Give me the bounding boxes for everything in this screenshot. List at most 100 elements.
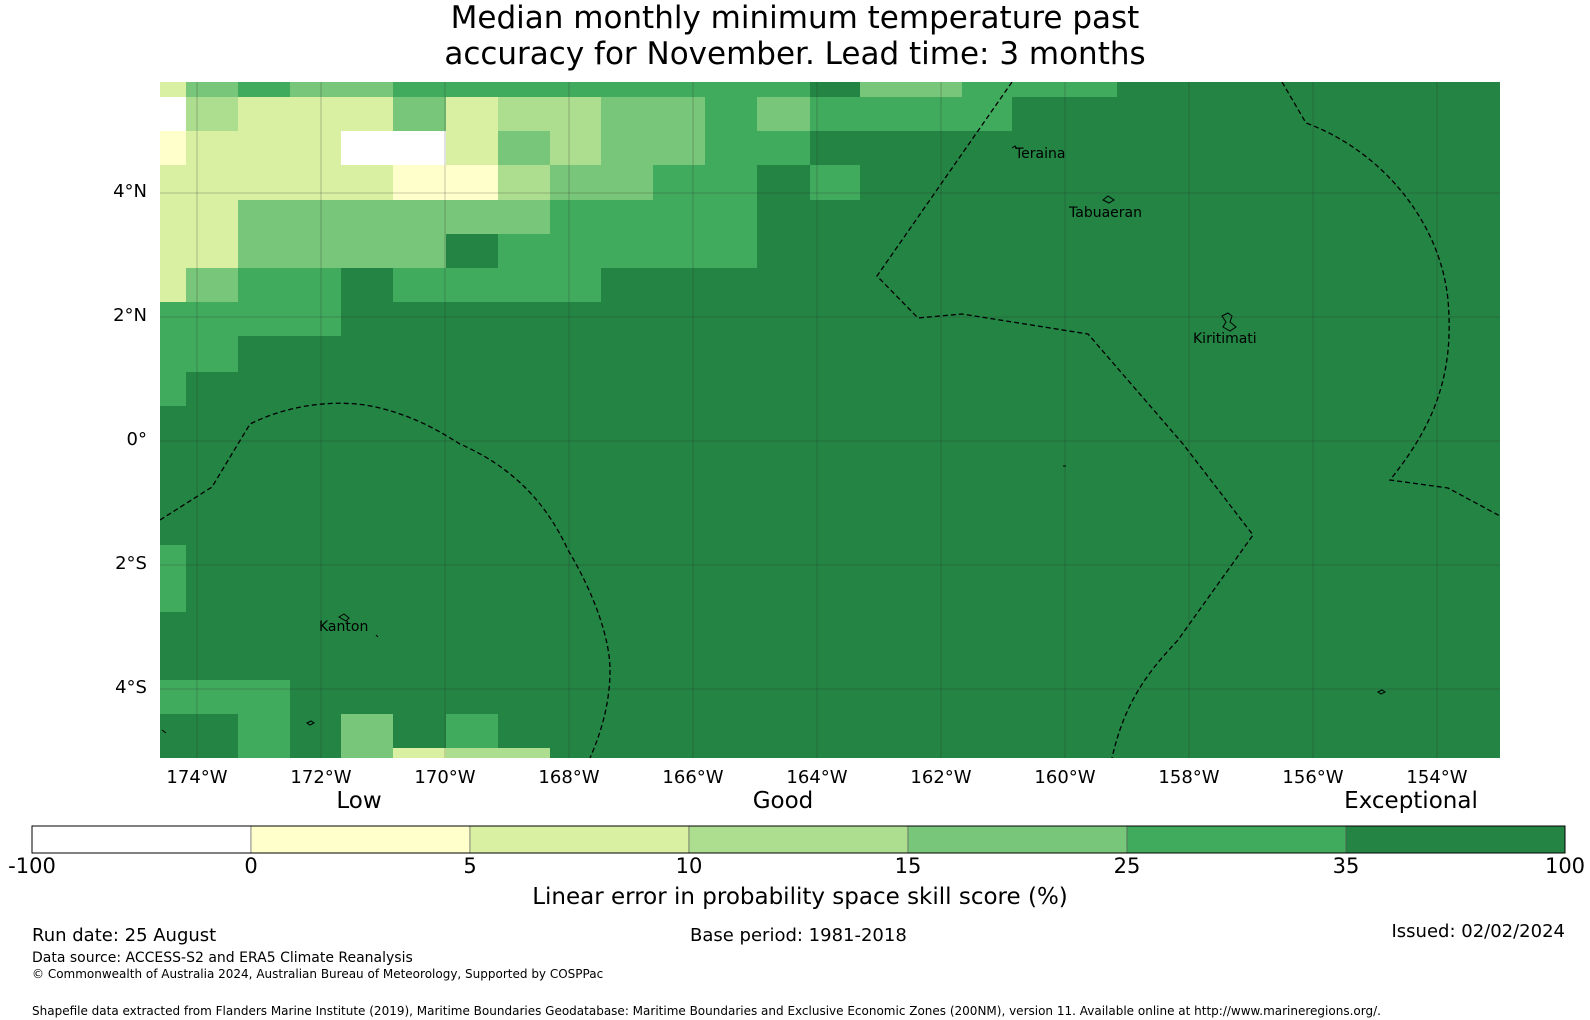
colorbar-swatch — [688, 825, 909, 854]
colorbar-swatches — [31, 825, 1566, 854]
skill-cell — [393, 748, 446, 758]
skill-cell — [160, 268, 186, 302]
longitude-tick-label: 162°W — [910, 767, 972, 788]
skill-cell — [705, 97, 757, 131]
place-label-kiritimati: Kiritimati — [1193, 331, 1257, 347]
colorbar-swatch — [469, 825, 690, 854]
skill-cell — [498, 97, 601, 131]
place-label-kanton: Kanton — [319, 619, 369, 635]
skill-cell — [186, 268, 238, 302]
skill-cell — [160, 131, 186, 165]
skill-cell — [653, 165, 757, 200]
colorbar-category-label: Good — [752, 788, 814, 814]
copyright: © Commonwealth of Australia 2024, Austra… — [32, 967, 604, 981]
longitude-tick-label: 154°W — [1406, 767, 1468, 788]
latitude-tick-label: 4°N — [113, 181, 147, 202]
latitude-tick-label: 0° — [126, 429, 147, 450]
island-outlines — [161, 145, 1386, 734]
longitude-tick-label: 166°W — [662, 767, 724, 788]
shapefile-credit: Shapefile data extracted from Flanders M… — [32, 1004, 1381, 1018]
skill-cell — [860, 82, 962, 97]
skill-cell — [550, 131, 601, 165]
longitude-tick-label: 160°W — [1034, 767, 1096, 788]
colorbar-boundary-label: 25 — [1113, 854, 1141, 878]
skill-cell — [290, 82, 393, 97]
longitude-tick-label: 164°W — [786, 767, 848, 788]
latitude-tick-label: 2°N — [113, 305, 147, 326]
island-small-1 — [306, 720, 315, 726]
skill-cell — [393, 82, 601, 97]
place-label-tabuaeran: Tabuaeran — [1069, 205, 1142, 221]
colorbar-swatch — [31, 825, 252, 854]
skill-cell — [550, 200, 757, 234]
skill-cell — [601, 82, 810, 97]
colorbar-boundary-label: 100 — [1544, 854, 1586, 878]
colorbar-swatch — [907, 825, 1128, 854]
island-kiritimati — [1221, 312, 1237, 332]
skill-cell — [160, 165, 393, 200]
skill-cell — [341, 131, 446, 165]
skill-cell — [705, 131, 810, 165]
skill-cell — [238, 97, 393, 131]
skill-cell — [393, 268, 601, 302]
eez-boundary-line-islands-west — [876, 82, 1254, 758]
skill-cell — [160, 82, 186, 97]
colorbar-boundary-label: 5 — [463, 854, 477, 878]
map-title-line-1: Median monthly minimum temperature past — [450, 0, 1140, 36]
run-date: Run date: 25 August — [32, 925, 217, 946]
skill-cell — [601, 97, 705, 131]
island-tabuaeran — [1102, 195, 1115, 204]
skill-cell — [160, 545, 186, 612]
skill-cell — [550, 165, 653, 200]
skill-cells — [160, 82, 1117, 758]
skill-cell — [341, 714, 393, 758]
colorbar-category-label: Exceptional — [1344, 788, 1478, 814]
colorbar-boundary-label: -100 — [8, 854, 56, 878]
skill-cell — [393, 165, 498, 200]
skill-cell — [446, 131, 498, 165]
skill-cell — [446, 748, 550, 758]
latitude-tick-label: 2°S — [115, 553, 147, 574]
skill-cell — [810, 165, 860, 200]
skill-cell — [238, 82, 290, 97]
skill-cell — [446, 97, 498, 131]
island-teraina — [1011, 145, 1018, 150]
colorbar-category-label: Low — [336, 788, 382, 814]
skill-cell — [810, 82, 860, 97]
map-gridlines — [160, 82, 1500, 758]
data-source: Data source: ACCESS-S2 and ERA5 Climate … — [32, 950, 413, 966]
base-period: Base period: 1981-2018 — [690, 925, 907, 946]
skill-cell — [160, 302, 341, 336]
skill-cell — [962, 82, 1117, 97]
colorbar-axis-label: Linear error in probability space skill … — [532, 884, 1068, 910]
eez-boundaries — [160, 82, 1500, 758]
longitude-tick-label: 168°W — [538, 767, 600, 788]
eez-boundary-kanton — [160, 402, 611, 758]
colorbar-swatch — [1126, 825, 1347, 854]
colorbar-boundary-label: 35 — [1332, 854, 1360, 878]
colorbar-outline — [31, 825, 1566, 854]
skill-cell — [498, 165, 550, 200]
skill-cell — [238, 200, 550, 234]
skill-cell — [160, 234, 238, 268]
latitude-tick-label: 4°S — [115, 677, 147, 698]
skill-cell — [393, 97, 446, 131]
skill-cell — [498, 131, 550, 165]
longitude-tick-label: 172°W — [290, 767, 352, 788]
skill-cell — [160, 200, 238, 234]
skill-cell — [446, 714, 498, 748]
skill-cell — [498, 234, 757, 268]
skill-cell — [160, 97, 186, 131]
skill-cell — [186, 131, 341, 165]
island-small-4 — [375, 634, 379, 638]
longitude-tick-label: 170°W — [414, 767, 476, 788]
skill-cell — [238, 268, 341, 302]
skill-cell — [160, 680, 290, 714]
island-small-2 — [1377, 689, 1386, 695]
longitude-tick-label: 158°W — [1158, 767, 1220, 788]
colorbar-swatch — [1345, 825, 1566, 854]
skill-cell — [160, 372, 186, 406]
colorbar-swatch — [250, 825, 471, 854]
skill-cell — [601, 131, 705, 165]
longitude-tick-label: 156°W — [1282, 767, 1344, 788]
